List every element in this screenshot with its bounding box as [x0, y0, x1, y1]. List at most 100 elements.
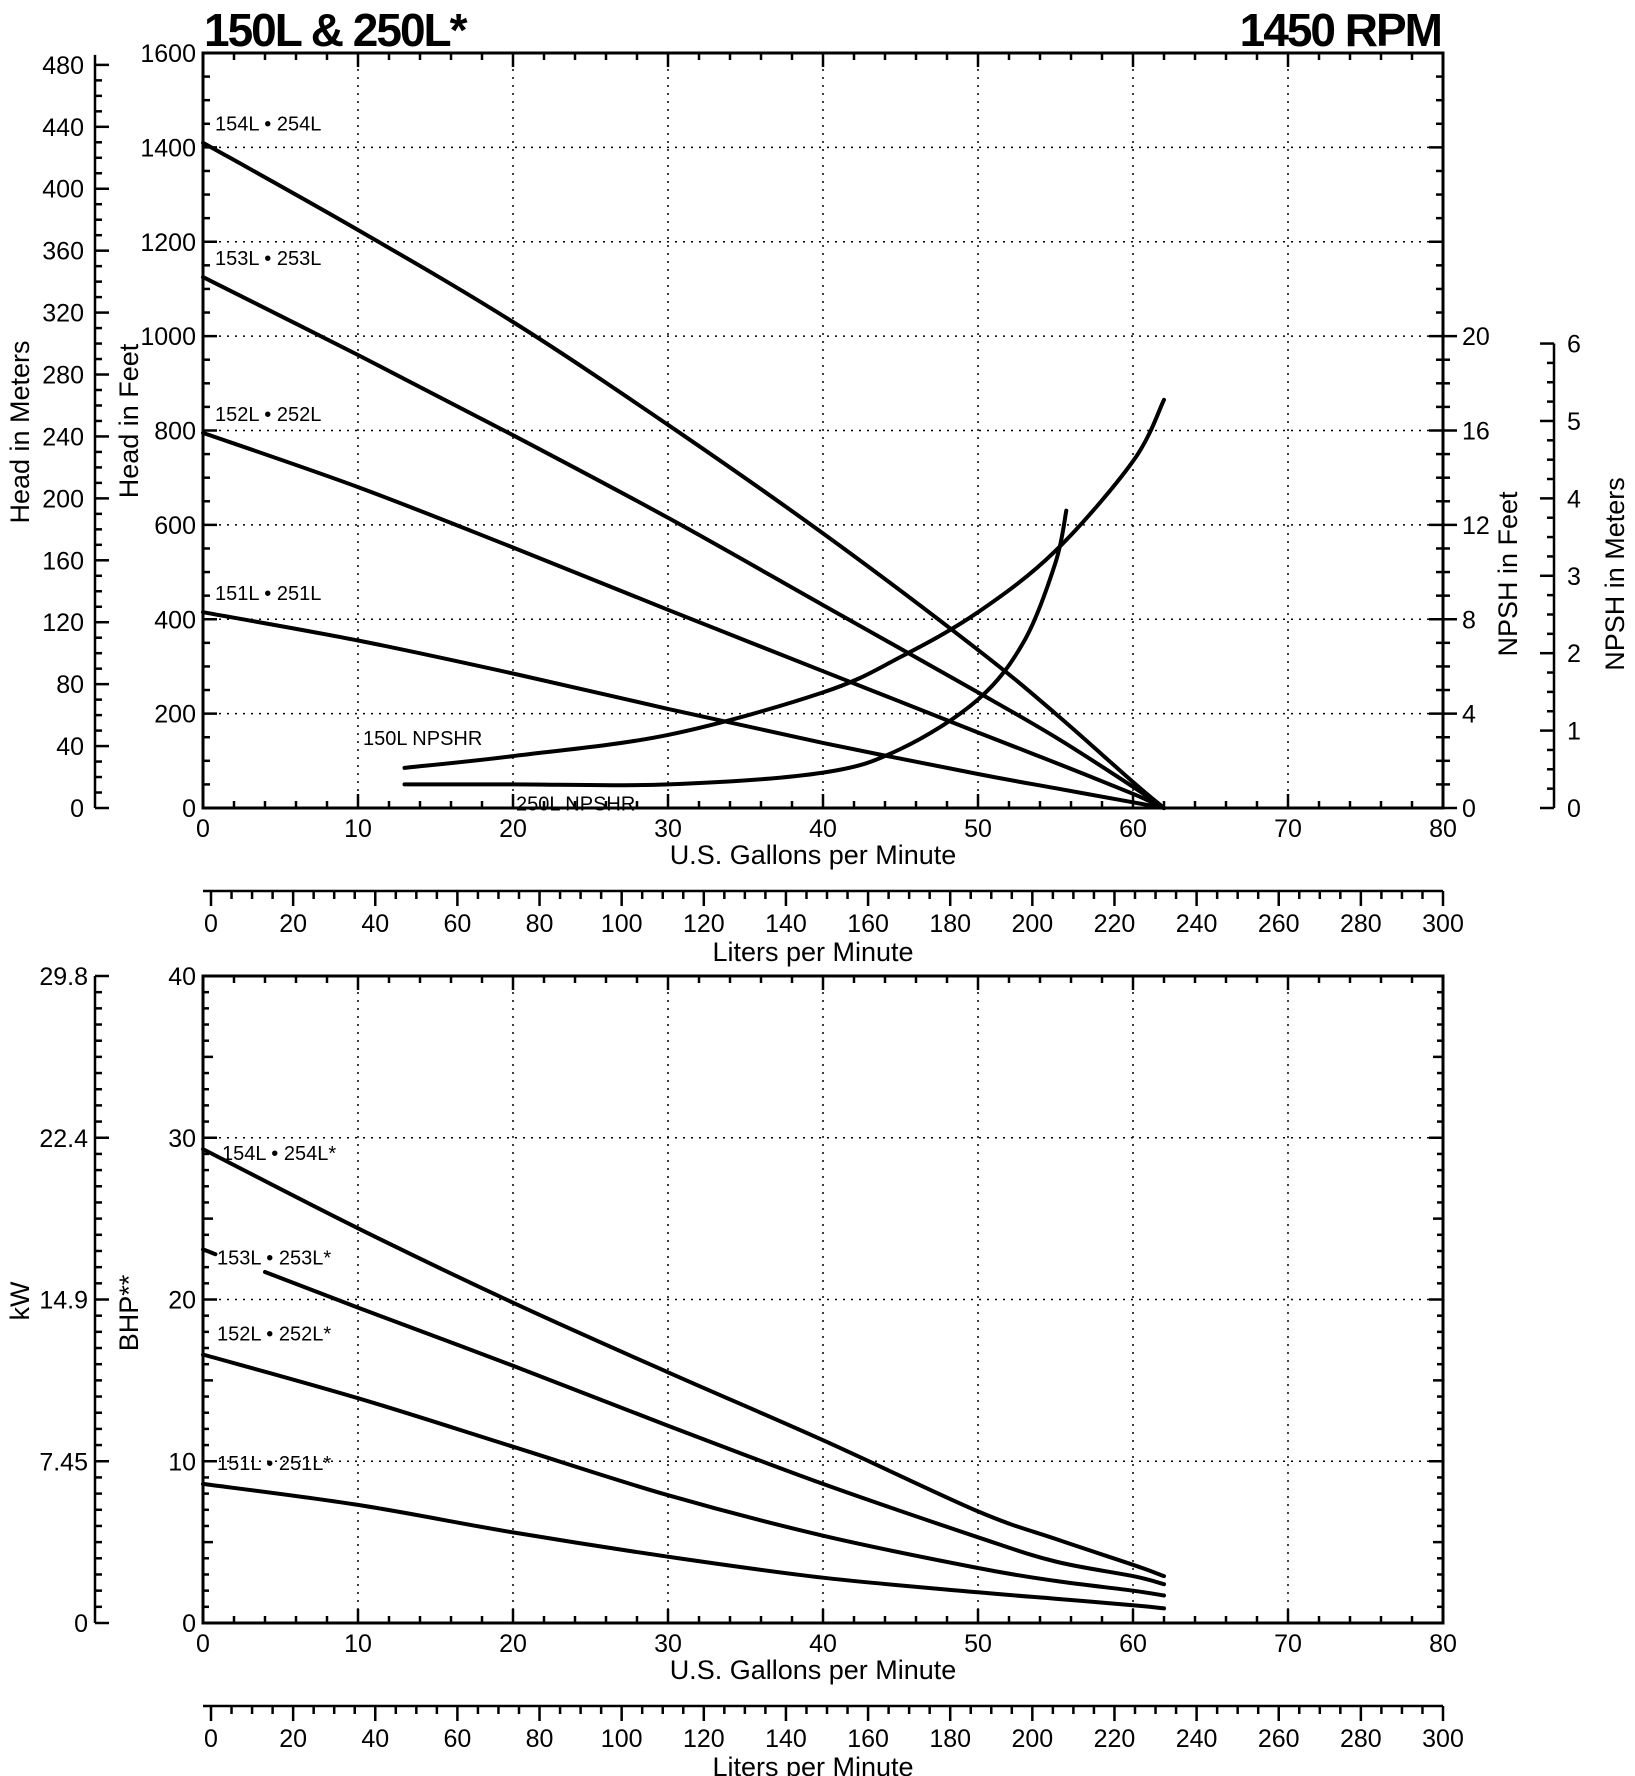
- power-lpm-tick-label: 40: [361, 1725, 389, 1753]
- power-x-tick-label: 20: [499, 1630, 527, 1658]
- head-lpm-tick-label: 100: [601, 910, 643, 938]
- power-kw-tick-label: 29.8: [39, 963, 88, 991]
- power-curve-label: 153L • 253L*: [217, 1247, 331, 1269]
- npsh-meters-tick-label: 3: [1567, 563, 1581, 591]
- power-x-tick-label: 30: [654, 1630, 682, 1658]
- head-x-tick-label: 60: [1119, 815, 1147, 843]
- power-curve-151l-251l-: [201, 1481, 1166, 1611]
- npsh-meters-axis-title: NPSH in Meters: [1600, 477, 1630, 671]
- npsh-feet-tick-label: 20: [1462, 323, 1490, 351]
- head-chart: 0 10 20 30 40 50 60 70 80U.S. Gallons per Minute…: [5, 40, 1630, 967]
- head-meters-tick-label: 40: [56, 733, 84, 761]
- power-curve-153l-253l--start: [201, 1247, 218, 1257]
- npsh-feet-tick-label: 8: [1462, 606, 1476, 634]
- head-meters-tick-label: 280: [42, 362, 84, 390]
- head-y-tick-label: 800: [154, 418, 196, 446]
- power-x-tick-label: 80: [1429, 1630, 1457, 1658]
- head-lpm-tick-label: 180: [929, 910, 971, 938]
- head-meters-tick-label: 480: [42, 52, 84, 80]
- head-curve-153l-253l: [201, 275, 1166, 810]
- power-lpm-tick-label: 120: [683, 1725, 725, 1753]
- head-y-tick-label: 1600: [140, 40, 196, 68]
- head-lpm-tick-label: 140: [765, 910, 807, 938]
- npsh-feet-tick-label: 12: [1462, 512, 1490, 540]
- npsh-meters-tick-label: 1: [1567, 718, 1581, 746]
- power-curve-label: 151L • 251L*: [217, 1453, 331, 1475]
- head-x-tick-label: 50: [964, 815, 992, 843]
- head-curve-label: 153L • 253L: [215, 248, 321, 270]
- head-curve-label: 154L • 254L: [215, 114, 321, 136]
- head-x-tick-label: 30: [654, 815, 682, 843]
- head-curve-154l-254l: [201, 140, 1166, 810]
- power-lpm-tick-label: 160: [847, 1725, 889, 1753]
- power-lpm-tick-label: 140: [765, 1725, 807, 1753]
- power-lpm-tick-label: 180: [929, 1725, 971, 1753]
- head-curve-150l-npshr: [402, 397, 1166, 770]
- head-meters-tick-label: 360: [42, 238, 84, 266]
- power-bhp-axis-title: BHP**: [114, 1274, 144, 1351]
- head-curve-152l-252l: [201, 430, 1166, 810]
- power-x-tick-label: 70: [1274, 1630, 1302, 1658]
- power-kw-tick-label: 0: [74, 1610, 88, 1638]
- power-lpm-tick-label: 60: [443, 1725, 471, 1753]
- head-lpm-tick-label: 0: [204, 910, 218, 938]
- power-lpm-tick-label: 0: [204, 1725, 218, 1753]
- power-x-axis-title: U.S. Gallons per Minute: [670, 1655, 957, 1685]
- head-curve-label: 150L NPSHR: [363, 728, 482, 750]
- head-curve-label: 151L • 251L: [215, 583, 321, 605]
- power-curve-label: 152L • 252L*: [217, 1323, 331, 1345]
- head-x-tick-label: 20: [499, 815, 527, 843]
- head-y-tick-label: 1400: [140, 134, 196, 162]
- power-lpm-tick-label: 100: [601, 1725, 643, 1753]
- power-curve-153l-253l-: [263, 1270, 1166, 1587]
- head-lpm-tick-label: 120: [683, 910, 725, 938]
- npsh-feet-tick-label: 0: [1462, 795, 1476, 823]
- head-lpm-tick-label: 220: [1094, 910, 1136, 938]
- head-meters-tick-label: 440: [42, 114, 84, 142]
- head-x-tick-label: 80: [1429, 815, 1457, 843]
- power-y-tick-label: 40: [168, 963, 196, 991]
- head-y-tick-label: 200: [154, 701, 196, 729]
- power-chart: 0 10 20 30 40 50 60 70 80 U.S. Gallons per Minute…: [5, 963, 1464, 1776]
- head-meters-tick-label: 80: [56, 671, 84, 699]
- head-lpm-tick-label: 60: [443, 910, 471, 938]
- head-curve-151l-251l: [201, 610, 1166, 810]
- npsh-meters-tick-label: 0: [1567, 795, 1581, 823]
- head-meters-tick-label: 240: [42, 423, 84, 451]
- power-lpm-tick-label: 300: [1422, 1725, 1464, 1753]
- power-curve-label: 154L • 254L*: [222, 1143, 336, 1165]
- head-y-tick-label: 0: [182, 795, 196, 823]
- head-x-tick-label: 0: [196, 815, 210, 843]
- power-lpm-tick-label: 20: [279, 1725, 307, 1753]
- power-y-tick-label: 0: [182, 1610, 196, 1638]
- head-y-tick-label: 600: [154, 512, 196, 540]
- head-curve-label: 152L • 252L: [215, 404, 321, 426]
- power-kw-axis-title: kW: [5, 1281, 35, 1321]
- head-lpm-tick-label: 300: [1422, 910, 1464, 938]
- power-x-tick-label: 10: [344, 1630, 372, 1658]
- head-y-tick-label: 400: [154, 606, 196, 634]
- head-lpm-tick-label: 160: [847, 910, 889, 938]
- head-lpm-tick-label: 280: [1340, 910, 1382, 938]
- power-x-tick-label: 50: [964, 1630, 992, 1658]
- power-lpm-axis-title: Liters per Minute: [712, 1752, 913, 1776]
- head-meters-tick-label: 200: [42, 485, 84, 513]
- npsh-meters-tick-label: 2: [1567, 640, 1581, 668]
- head-lpm-tick-label: 40: [361, 910, 389, 938]
- head-y-tick-label: 1200: [140, 229, 196, 257]
- power-lpm-tick-label: 260: [1258, 1725, 1300, 1753]
- head-lpm-tick-label: 260: [1258, 910, 1300, 938]
- power-x-tick-label: 40: [809, 1630, 837, 1658]
- power-y-tick-label: 20: [168, 1287, 196, 1315]
- power-y-tick-label: 30: [168, 1125, 196, 1153]
- chart-title: 150L & 250L*: [204, 4, 468, 56]
- npsh-feet-tick-label: 16: [1462, 418, 1490, 446]
- npsh-meters-tick-label: 4: [1567, 485, 1581, 513]
- head-lpm-tick-label: 20: [279, 910, 307, 938]
- head-y-tick-label: 1000: [140, 323, 196, 351]
- head-lpm-tick-label: 80: [526, 910, 554, 938]
- head-x-tick-label: 70: [1274, 815, 1302, 843]
- power-kw-tick-label: 7.45: [39, 1448, 88, 1476]
- power-lpm-tick-label: 200: [1011, 1725, 1053, 1753]
